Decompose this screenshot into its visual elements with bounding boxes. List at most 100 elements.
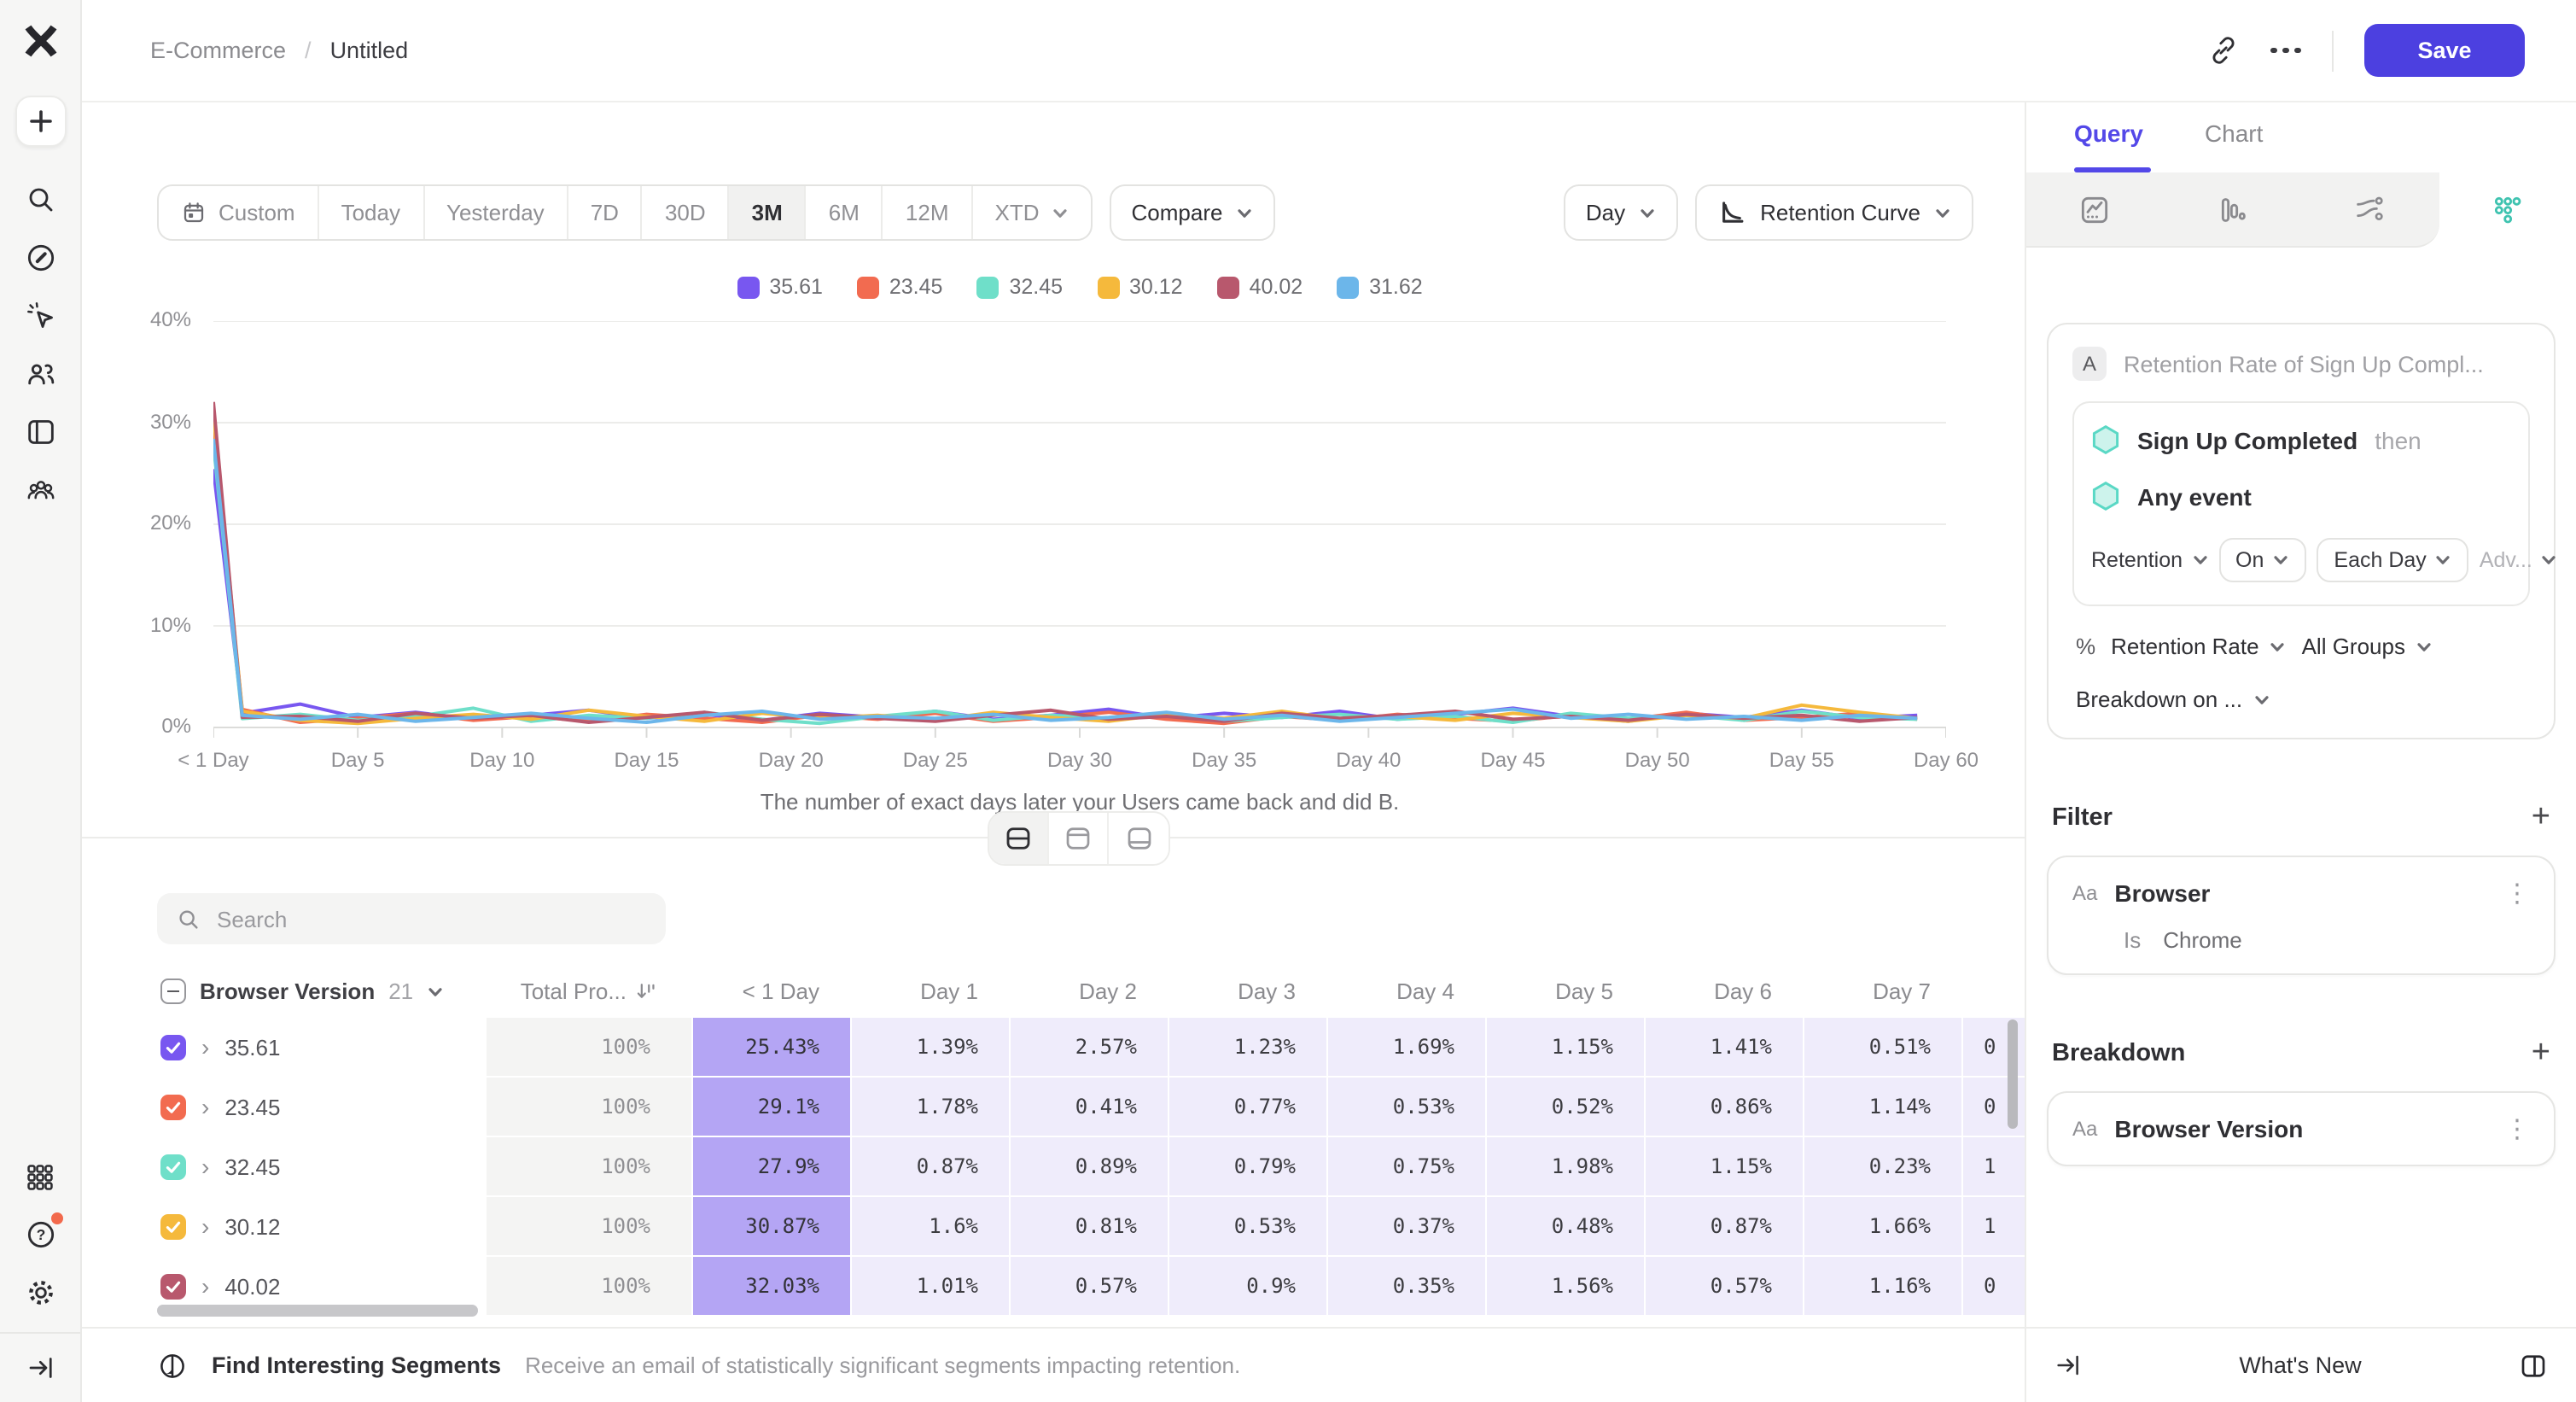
range-6m[interactable]: 6M — [807, 186, 883, 239]
whats-new-link[interactable]: What's New — [2239, 1352, 2362, 1378]
breadcrumb-report-title[interactable]: Untitled — [329, 38, 409, 63]
funnels-icon[interactable] — [2164, 172, 2301, 248]
measure-dropdown[interactable]: Retention Rate — [2111, 634, 2286, 659]
series-line-40.02[interactable] — [213, 401, 1918, 724]
filter-property-name[interactable]: Browser — [2114, 879, 2211, 907]
granularity-button[interactable]: Day — [1563, 184, 1679, 241]
discover-compass-icon[interactable] — [11, 229, 69, 287]
sort-icon[interactable] — [635, 980, 657, 1002]
legend-item-30.12[interactable]: 30.12 — [1097, 275, 1183, 299]
chart-only-view-toggle[interactable] — [1049, 813, 1109, 864]
table-horizontal-scrollbar[interactable] — [157, 1305, 478, 1317]
series-line-32.45[interactable] — [213, 443, 1918, 726]
column-header-day-4[interactable]: Day 4 — [1396, 978, 1454, 1004]
kebab-menu-icon[interactable]: ⋮ — [2504, 1115, 2530, 1144]
search-input[interactable] — [217, 906, 647, 932]
row-name[interactable]: 30.12 — [224, 1213, 281, 1239]
compare-button[interactable]: Compare — [1109, 184, 1276, 241]
breadcrumb-project[interactable]: E-Commerce — [150, 38, 287, 63]
range-yesterday[interactable]: Yesterday — [424, 186, 568, 239]
settings-gear-icon[interactable] — [11, 1264, 69, 1322]
breakdown-on-dropdown[interactable]: Breakdown on ... — [2076, 686, 2270, 712]
expand-row-icon[interactable]: › — [201, 1153, 210, 1180]
legend-item-40.02[interactable]: 40.02 — [1216, 275, 1303, 299]
cohorts-nav-icon[interactable] — [11, 461, 69, 519]
column-header-day-5[interactable]: Day 5 — [1555, 978, 1613, 1004]
filter-value[interactable]: Chrome — [2163, 927, 2242, 953]
legend-item-23.45[interactable]: 23.45 — [856, 275, 942, 299]
add-filter-button[interactable]: + — [2531, 799, 2550, 835]
range-7d[interactable]: 7D — [568, 186, 643, 239]
legend-item-31.62[interactable]: 31.62 — [1337, 275, 1423, 299]
row-name[interactable]: 35.61 — [224, 1034, 281, 1060]
flows-icon[interactable] — [2301, 172, 2439, 248]
table-vertical-scrollbar[interactable] — [2008, 1019, 2018, 1129]
column-header-day-3[interactable]: Day 3 — [1238, 978, 1296, 1004]
row-checkbox[interactable] — [160, 1094, 186, 1119]
select-all-checkbox[interactable] — [160, 978, 186, 1004]
boards-nav-icon[interactable] — [11, 403, 69, 461]
tab-chart[interactable]: Chart — [2204, 120, 2264, 147]
users-nav-icon[interactable] — [11, 345, 69, 403]
legend-item-32.45[interactable]: 32.45 — [976, 275, 1063, 299]
range-12m[interactable]: 12M — [883, 186, 973, 239]
row-name[interactable]: 23.45 — [224, 1094, 281, 1119]
column-header-day-2[interactable]: Day 2 — [1079, 978, 1137, 1004]
range-30d[interactable]: 30D — [643, 186, 730, 239]
series-line-31.62[interactable] — [213, 438, 1918, 724]
column-header-day-1[interactable]: Day 1 — [920, 978, 978, 1004]
row-checkbox[interactable] — [160, 1154, 186, 1179]
column-header-day-6[interactable]: Day 6 — [1714, 978, 1772, 1004]
groups-dropdown[interactable]: All Groups — [2302, 634, 2433, 659]
save-button[interactable]: Save — [2364, 24, 2525, 77]
query-title[interactable]: Retention Rate of Sign Up Compl... — [2124, 351, 2484, 377]
chart-type-button[interactable]: Retention Curve — [1695, 184, 1973, 241]
on-dropdown[interactable]: On — [2218, 538, 2307, 582]
row-checkbox[interactable] — [160, 1213, 186, 1239]
help-icon[interactable]: ? — [11, 1206, 69, 1264]
series-line-35.61[interactable] — [213, 469, 1918, 723]
apps-grid-icon[interactable] — [11, 1148, 69, 1206]
range-custom[interactable]: Custom — [159, 186, 319, 239]
group-header-cell[interactable]: Browser Version 21 — [157, 967, 485, 1016]
add-breakdown-button[interactable]: + — [2531, 1035, 2550, 1071]
link-icon[interactable] — [2207, 34, 2240, 67]
series-line-30.12[interactable] — [213, 413, 1918, 726]
row-checkbox[interactable] — [160, 1273, 186, 1299]
advanced-dropdown[interactable]: Adv... — [2480, 548, 2558, 572]
split-view-toggle[interactable] — [989, 813, 1049, 864]
range-xtd[interactable]: XTD — [973, 186, 1091, 239]
row-checkbox[interactable] — [160, 1034, 186, 1060]
interval-dropdown[interactable]: Each Day — [2317, 538, 2469, 582]
breakdown-property-name[interactable]: Browser Version — [2114, 1115, 2304, 1142]
first-event[interactable]: Sign Up Completed — [2137, 426, 2358, 453]
table-only-view-toggle[interactable] — [1109, 813, 1169, 864]
tab-query[interactable]: Query — [2074, 120, 2143, 147]
insights-icon[interactable] — [2026, 172, 2164, 248]
range-3m[interactable]: 3M — [729, 186, 807, 239]
column-header-day-7[interactable]: Day 7 — [1873, 978, 1931, 1004]
column-header-total-pro-[interactable]: Total Pro... — [487, 967, 691, 1016]
row-name[interactable]: 32.45 — [224, 1154, 281, 1179]
expand-panel-icon[interactable] — [2054, 1351, 2083, 1380]
more-options-icon[interactable] — [2270, 47, 2301, 54]
collapse-sidebar-icon[interactable] — [0, 1334, 80, 1402]
retention-icon[interactable] — [2439, 172, 2576, 248]
expand-row-icon[interactable]: › — [201, 1272, 210, 1300]
retention-mode-dropdown[interactable]: Retention — [2091, 548, 2208, 572]
filter-operator[interactable]: Is — [2124, 927, 2142, 953]
find-segments-button[interactable]: Find Interesting Segments — [212, 1352, 502, 1378]
search-nav-icon[interactable] — [11, 171, 69, 229]
range-today[interactable]: Today — [319, 186, 424, 239]
expand-row-icon[interactable]: › — [201, 1033, 210, 1060]
return-event[interactable]: Any event — [2137, 482, 2252, 510]
kebab-menu-icon[interactable]: ⋮ — [2504, 879, 2530, 908]
create-button[interactable] — [15, 96, 66, 147]
side-panel-icon[interactable] — [2518, 1350, 2549, 1381]
expand-row-icon[interactable]: › — [201, 1212, 210, 1240]
series-line-23.45[interactable] — [213, 431, 1918, 726]
expand-row-icon[interactable]: › — [201, 1093, 210, 1120]
legend-item-35.61[interactable]: 35.61 — [737, 275, 823, 299]
row-name[interactable]: 40.02 — [224, 1273, 281, 1299]
events-cursor-icon[interactable] — [11, 287, 69, 345]
